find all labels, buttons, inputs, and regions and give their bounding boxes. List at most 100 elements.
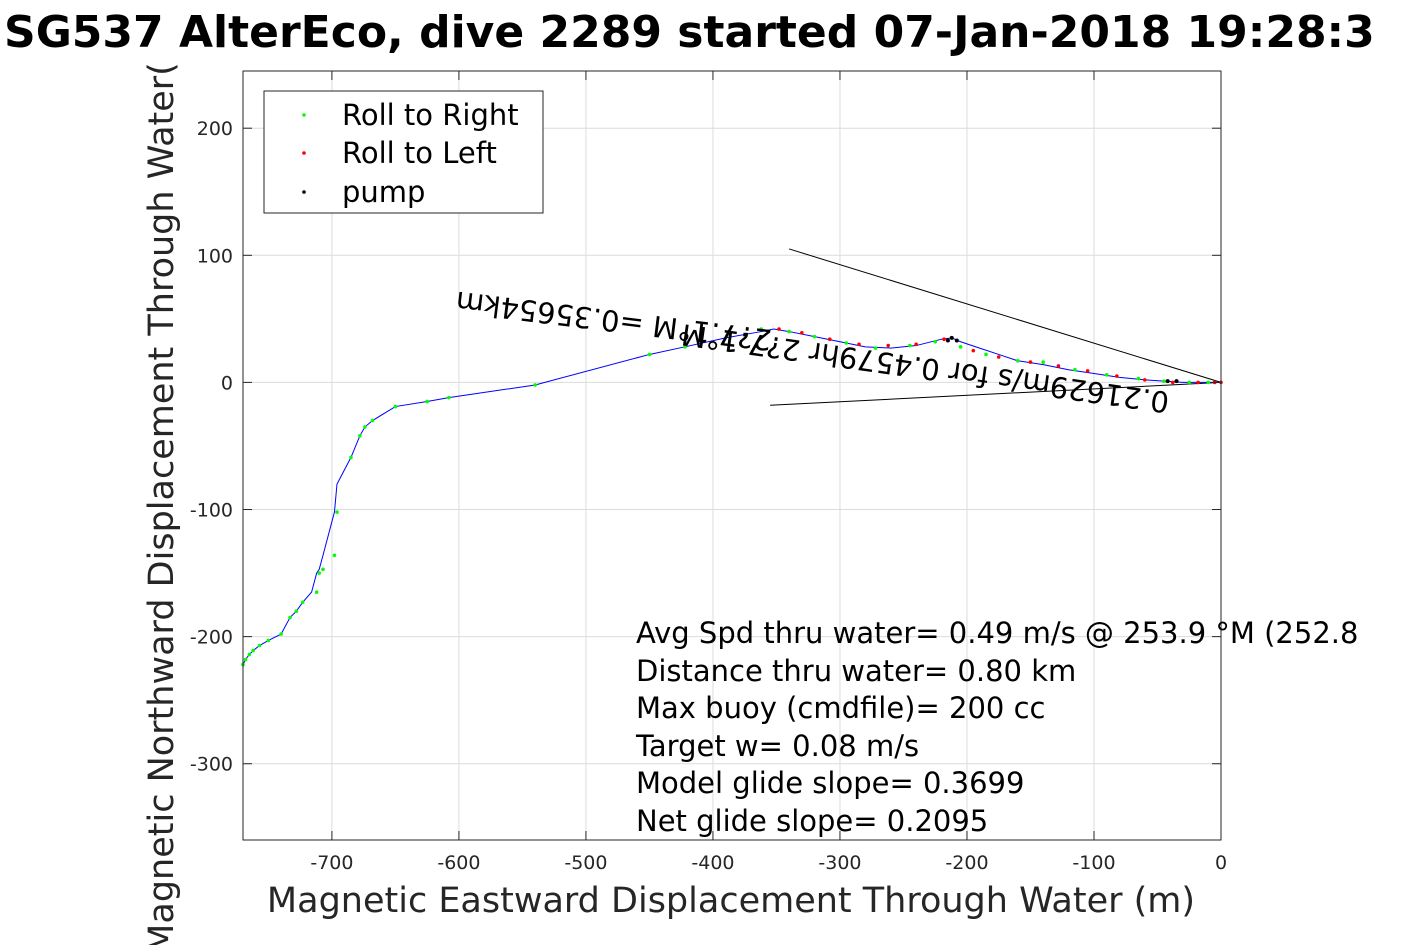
point-roll-to-left [996,355,1001,359]
point-roll-to-right [759,327,764,331]
point-roll-to-right [1162,379,1166,383]
point-roll-to-right [321,567,325,572]
point-roll-to-right [1073,367,1077,372]
point-roll-to-right [425,399,429,404]
legend-marker-roll-right [302,113,306,117]
point-roll-to-right [257,643,262,648]
y-axis-label: Magnetic Northward Displacement Through … [142,62,182,945]
stats-block: Avg Spd thru water= 0.49 m/s @ 253.9 °M … [635,616,1358,838]
x-tick-label: -300 [818,852,861,874]
legend: Roll to Right Roll to Left pump [263,90,544,214]
point-pump [1174,379,1179,384]
stats-target-w: Target w= 0.08 m/s [635,729,919,763]
point-roll-to-right [873,346,878,350]
point-roll-to-right [958,345,963,349]
point-roll-to-right [358,433,362,438]
point-roll-to-right [647,352,652,357]
point-roll-to-left [914,342,918,347]
point-roll-to-right [908,343,912,348]
legend-marker-pump [302,190,306,194]
y-tick-label: -200 [190,627,233,649]
point-roll-to-left [857,342,861,347]
point-roll-to-right [984,352,988,357]
stats-max-buoy: Max buoy (cmdfile)= 200 cc [636,691,1045,725]
point-roll-to-right [247,652,252,657]
point-roll-to-right [251,648,255,653]
point-roll-to-left [800,331,804,335]
point-pump [949,335,954,340]
point-pump [1165,379,1170,384]
point-roll-to-right [266,638,271,643]
y-tick-label: 200 [197,118,233,140]
y-tick-label: 0 [221,372,233,394]
track-annotation: 0.21629m/s for 0.4579hr 2?7.1°M [679,317,1171,419]
point-roll-to-right [683,345,687,349]
point-roll-to-left [777,327,781,331]
current-line [789,248,1222,383]
point-roll-to-right [363,425,367,429]
point-roll-to-left [971,348,976,353]
data-points [241,327,1223,667]
point-roll-to-right [1206,380,1211,385]
point-roll-to-right [370,418,375,423]
point-roll-to-right [1187,380,1192,385]
legend-label-roll-right: Roll to Right [342,98,519,132]
x-tick-label: -600 [437,852,480,874]
point-roll-to-left [1142,378,1147,382]
x-tick-label: -100 [1072,852,1115,874]
point-roll-to-left [1115,374,1119,378]
x-tick-label: -700 [310,852,353,874]
point-roll-to-right [288,615,292,620]
point-roll-to-right [294,609,299,614]
legend-label-pump: pump [342,175,425,209]
point-roll-to-right [279,632,283,636]
x-axis-label: Magnetic Eastward Displacement Through W… [267,881,1195,921]
point-roll-to-right [317,571,322,575]
stats-net-glide: Net glide slope= 0.2095 [636,804,988,838]
x-tick-label: -500 [564,852,607,874]
legend-box [263,90,544,214]
point-roll-to-left [1028,360,1033,364]
point-roll-to-right [300,600,305,605]
current-line [770,381,1222,406]
current-lines [770,248,1222,406]
y-tick-label: -100 [190,500,233,522]
point-roll-to-right [1136,376,1141,381]
point-roll-to-left [828,337,832,341]
point-pump [945,338,950,343]
x-tick-label: -400 [691,852,734,874]
stats-avg-speed: Avg Spd thru water= 0.49 m/s @ 253.9 °M … [636,616,1358,650]
legend-label-roll-left: Roll to Left [342,136,497,170]
grid [243,71,1222,840]
legend-marker-roll-left [302,151,306,155]
point-roll-to-left [1170,380,1175,385]
point-roll-to-right [332,553,337,558]
point-roll-to-right [787,329,791,334]
stats-model-glide: Model glide slope= 0.3699 [636,766,1024,800]
point-roll-to-right [533,383,537,387]
y-tick-label: -300 [190,754,233,776]
point-roll-to-left [886,343,891,348]
x-tick-label: -200 [945,852,988,874]
point-roll-to-right [393,404,398,409]
ticks: -700 -600 -500 -400 -300 -200 -100 0 200 100 0 -100… [190,71,1227,874]
point-roll-to-right [243,657,248,662]
track-line [242,328,1221,665]
y-tick-label: 100 [197,245,233,267]
point-roll-to-right [314,590,319,594]
stats-distance: Distance thru water= 0.80 km [636,654,1076,688]
point-roll-to-right [844,341,849,345]
point-roll-to-left [1085,369,1090,373]
point-roll-to-right [1015,359,1020,363]
point-roll-to-right [933,339,938,344]
plot-frame [242,70,1222,841]
point-pump [954,338,959,343]
point-roll-to-right [812,334,817,339]
point-roll-to-right [446,395,451,400]
point-roll-to-right [335,510,339,514]
point-roll-to-left [1056,364,1061,368]
point-roll-to-right [1104,372,1109,377]
point-roll-to-left [942,337,946,341]
